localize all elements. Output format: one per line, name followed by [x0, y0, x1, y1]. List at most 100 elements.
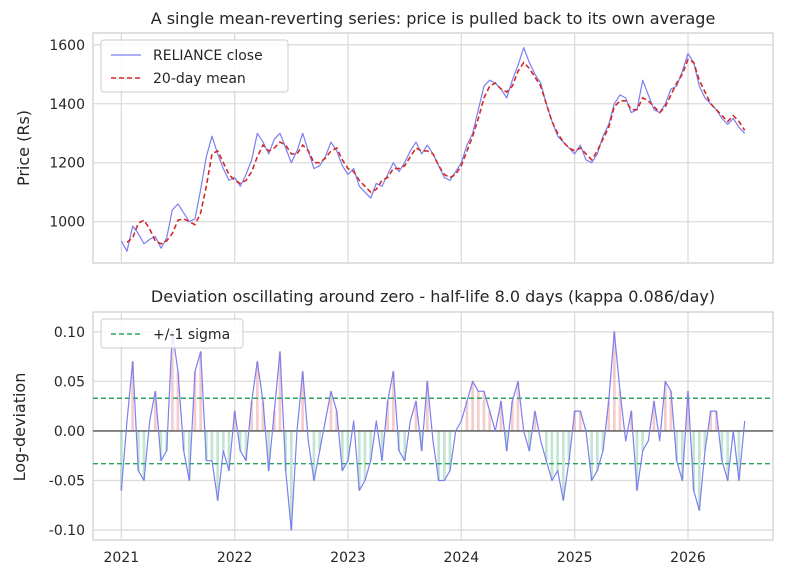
deviation-fill-bar	[273, 411, 276, 431]
deviation-fill-bar	[392, 371, 395, 431]
deviation-fill-bar	[630, 411, 633, 431]
deviation-fill-bar	[137, 431, 140, 471]
deviation-fill-bar	[720, 431, 724, 461]
deviation-y-tick-0: -0.10	[49, 523, 85, 539]
deviation-fill-bar	[698, 431, 701, 511]
deviation-fill-bar	[686, 391, 690, 431]
deviation-fill-bar	[528, 431, 531, 451]
deviation-fill-bar	[210, 431, 214, 461]
deviation-fill-bar	[131, 361, 134, 431]
deviation-chart-title: Deviation oscillating around zero - half…	[151, 287, 715, 306]
deviation-fill-bar	[652, 401, 656, 431]
deviation-fill-bar	[533, 411, 537, 431]
deviation-fill-bar	[244, 431, 248, 461]
deviation-fill-bar	[550, 431, 554, 481]
deviation-fill-bar	[692, 431, 695, 491]
deviation-fill-bar	[341, 431, 344, 471]
x-tick-2024: 2024	[444, 550, 480, 566]
deviation-fill-bar	[369, 431, 372, 461]
deviation-fill-bar	[380, 431, 384, 461]
deviation-y-tick-4: 0.10	[54, 325, 85, 341]
deviation-fill-bar	[386, 401, 389, 431]
deviation-fill-bar	[193, 371, 197, 431]
deviation-legend: +/-1 sigma	[100, 318, 244, 349]
deviation-fill-bar	[516, 381, 520, 431]
deviation-plot-area	[92, 311, 774, 541]
deviation-fill-bar	[681, 431, 684, 481]
deviation-fill-bar	[703, 431, 707, 451]
x-tick-2026: 2026	[670, 550, 706, 566]
deviation-fill-bar	[120, 431, 123, 491]
deviation-fill-bar	[426, 381, 429, 431]
legend-label-mean: 20-day mean	[153, 71, 246, 87]
deviation-fill-bar	[448, 431, 452, 471]
deviation-fill-bar	[726, 431, 729, 481]
deviation-fill-bar	[511, 401, 514, 431]
deviation-fill-bar	[188, 431, 191, 481]
deviation-fill-bar	[171, 331, 174, 431]
deviation-fill-bar	[420, 431, 423, 451]
deviation-fill-bar	[482, 391, 486, 431]
deviation-fill-bar	[477, 391, 480, 431]
deviation-fill-bar	[437, 431, 440, 481]
deviation-fill-bar	[488, 411, 491, 431]
deviation-fill-bar	[465, 401, 469, 431]
price-y-tick-3: 1600	[49, 38, 85, 54]
deviation-fill-bar	[573, 411, 576, 431]
price-legend: RELIANCE close 20-day mean	[100, 39, 289, 93]
deviation-fill-bar	[159, 431, 163, 461]
price-chart-title: A single mean-reverting series: price is…	[151, 9, 716, 28]
x-tick-2021: 2021	[104, 550, 140, 566]
deviation-fill-bar	[290, 431, 293, 531]
deviation-fill-bar	[233, 411, 236, 431]
deviation-fill-bar	[176, 371, 180, 431]
deviation-fill-bar	[709, 411, 712, 431]
legend-label-close: RELIANCE close	[153, 48, 263, 64]
deviation-fill-bar	[613, 331, 616, 431]
deviation-fill-bar	[256, 361, 259, 431]
series-line-mean	[126, 58, 746, 245]
deviation-fill-bar	[499, 401, 503, 431]
deviation-y-tick-1: -0.05	[49, 474, 85, 490]
deviation-fill-bar	[579, 411, 582, 431]
deviation-fill-bar	[397, 431, 401, 451]
deviation-fill-bar	[267, 431, 270, 471]
deviation-fill-bar	[335, 411, 338, 431]
series-line-deviation	[120, 331, 746, 531]
deviation-fill-bar	[471, 381, 474, 431]
x-tick-2023: 2023	[330, 550, 366, 566]
deviation-fill-bar	[284, 431, 287, 471]
deviation-fill-bar	[414, 401, 418, 431]
deviation-fill-bar	[505, 431, 508, 451]
deviation-fill-bar	[312, 431, 316, 481]
deviation-fill-bar	[590, 431, 593, 481]
deviation-fill-bar	[227, 431, 231, 471]
deviation-fill-bar	[250, 401, 253, 431]
deviation-fill-bar	[142, 431, 146, 481]
deviation-fill-bar	[556, 431, 559, 471]
deviation-fill-bar	[363, 431, 367, 481]
deviation-fill-bar	[261, 401, 265, 431]
deviation-fill-bar	[635, 431, 639, 491]
deviation-fill-bar	[618, 391, 622, 431]
deviation-panel: -0.10-0.050.000.050.10 2021 2022 2023 2024 2…	[10, 287, 774, 566]
deviation-y-ticks: -0.10 -0.05 0.00 0.05 0.10	[49, 325, 85, 539]
legend-label-sigma: +/-1 sigma	[153, 327, 230, 343]
deviation-reference-lines	[93, 397, 773, 465]
deviation-fill-bar	[596, 431, 599, 471]
x-tick-2022: 2022	[217, 550, 253, 566]
deviation-fill-bar	[239, 431, 242, 451]
deviation-fill-bar	[154, 391, 157, 431]
deviation-x-ticks: 2021 2022 2023 2024 2025 2026	[104, 550, 706, 566]
x-tick-2025: 2025	[557, 550, 593, 566]
deviation-fill-bar	[601, 431, 605, 451]
price-y-ticks: 1000 1200 1400 1600	[49, 38, 85, 231]
deviation-fill-bar	[545, 431, 548, 461]
deviation-fill-bar	[216, 431, 219, 501]
deviation-fill-bar	[182, 431, 185, 451]
deviation-fill-bar	[318, 431, 321, 451]
deviation-fill-bar	[205, 431, 208, 461]
deviation-fill-bar	[403, 431, 406, 461]
price-y-tick-2: 1400	[49, 97, 85, 113]
deviation-fill-bar	[278, 351, 282, 431]
